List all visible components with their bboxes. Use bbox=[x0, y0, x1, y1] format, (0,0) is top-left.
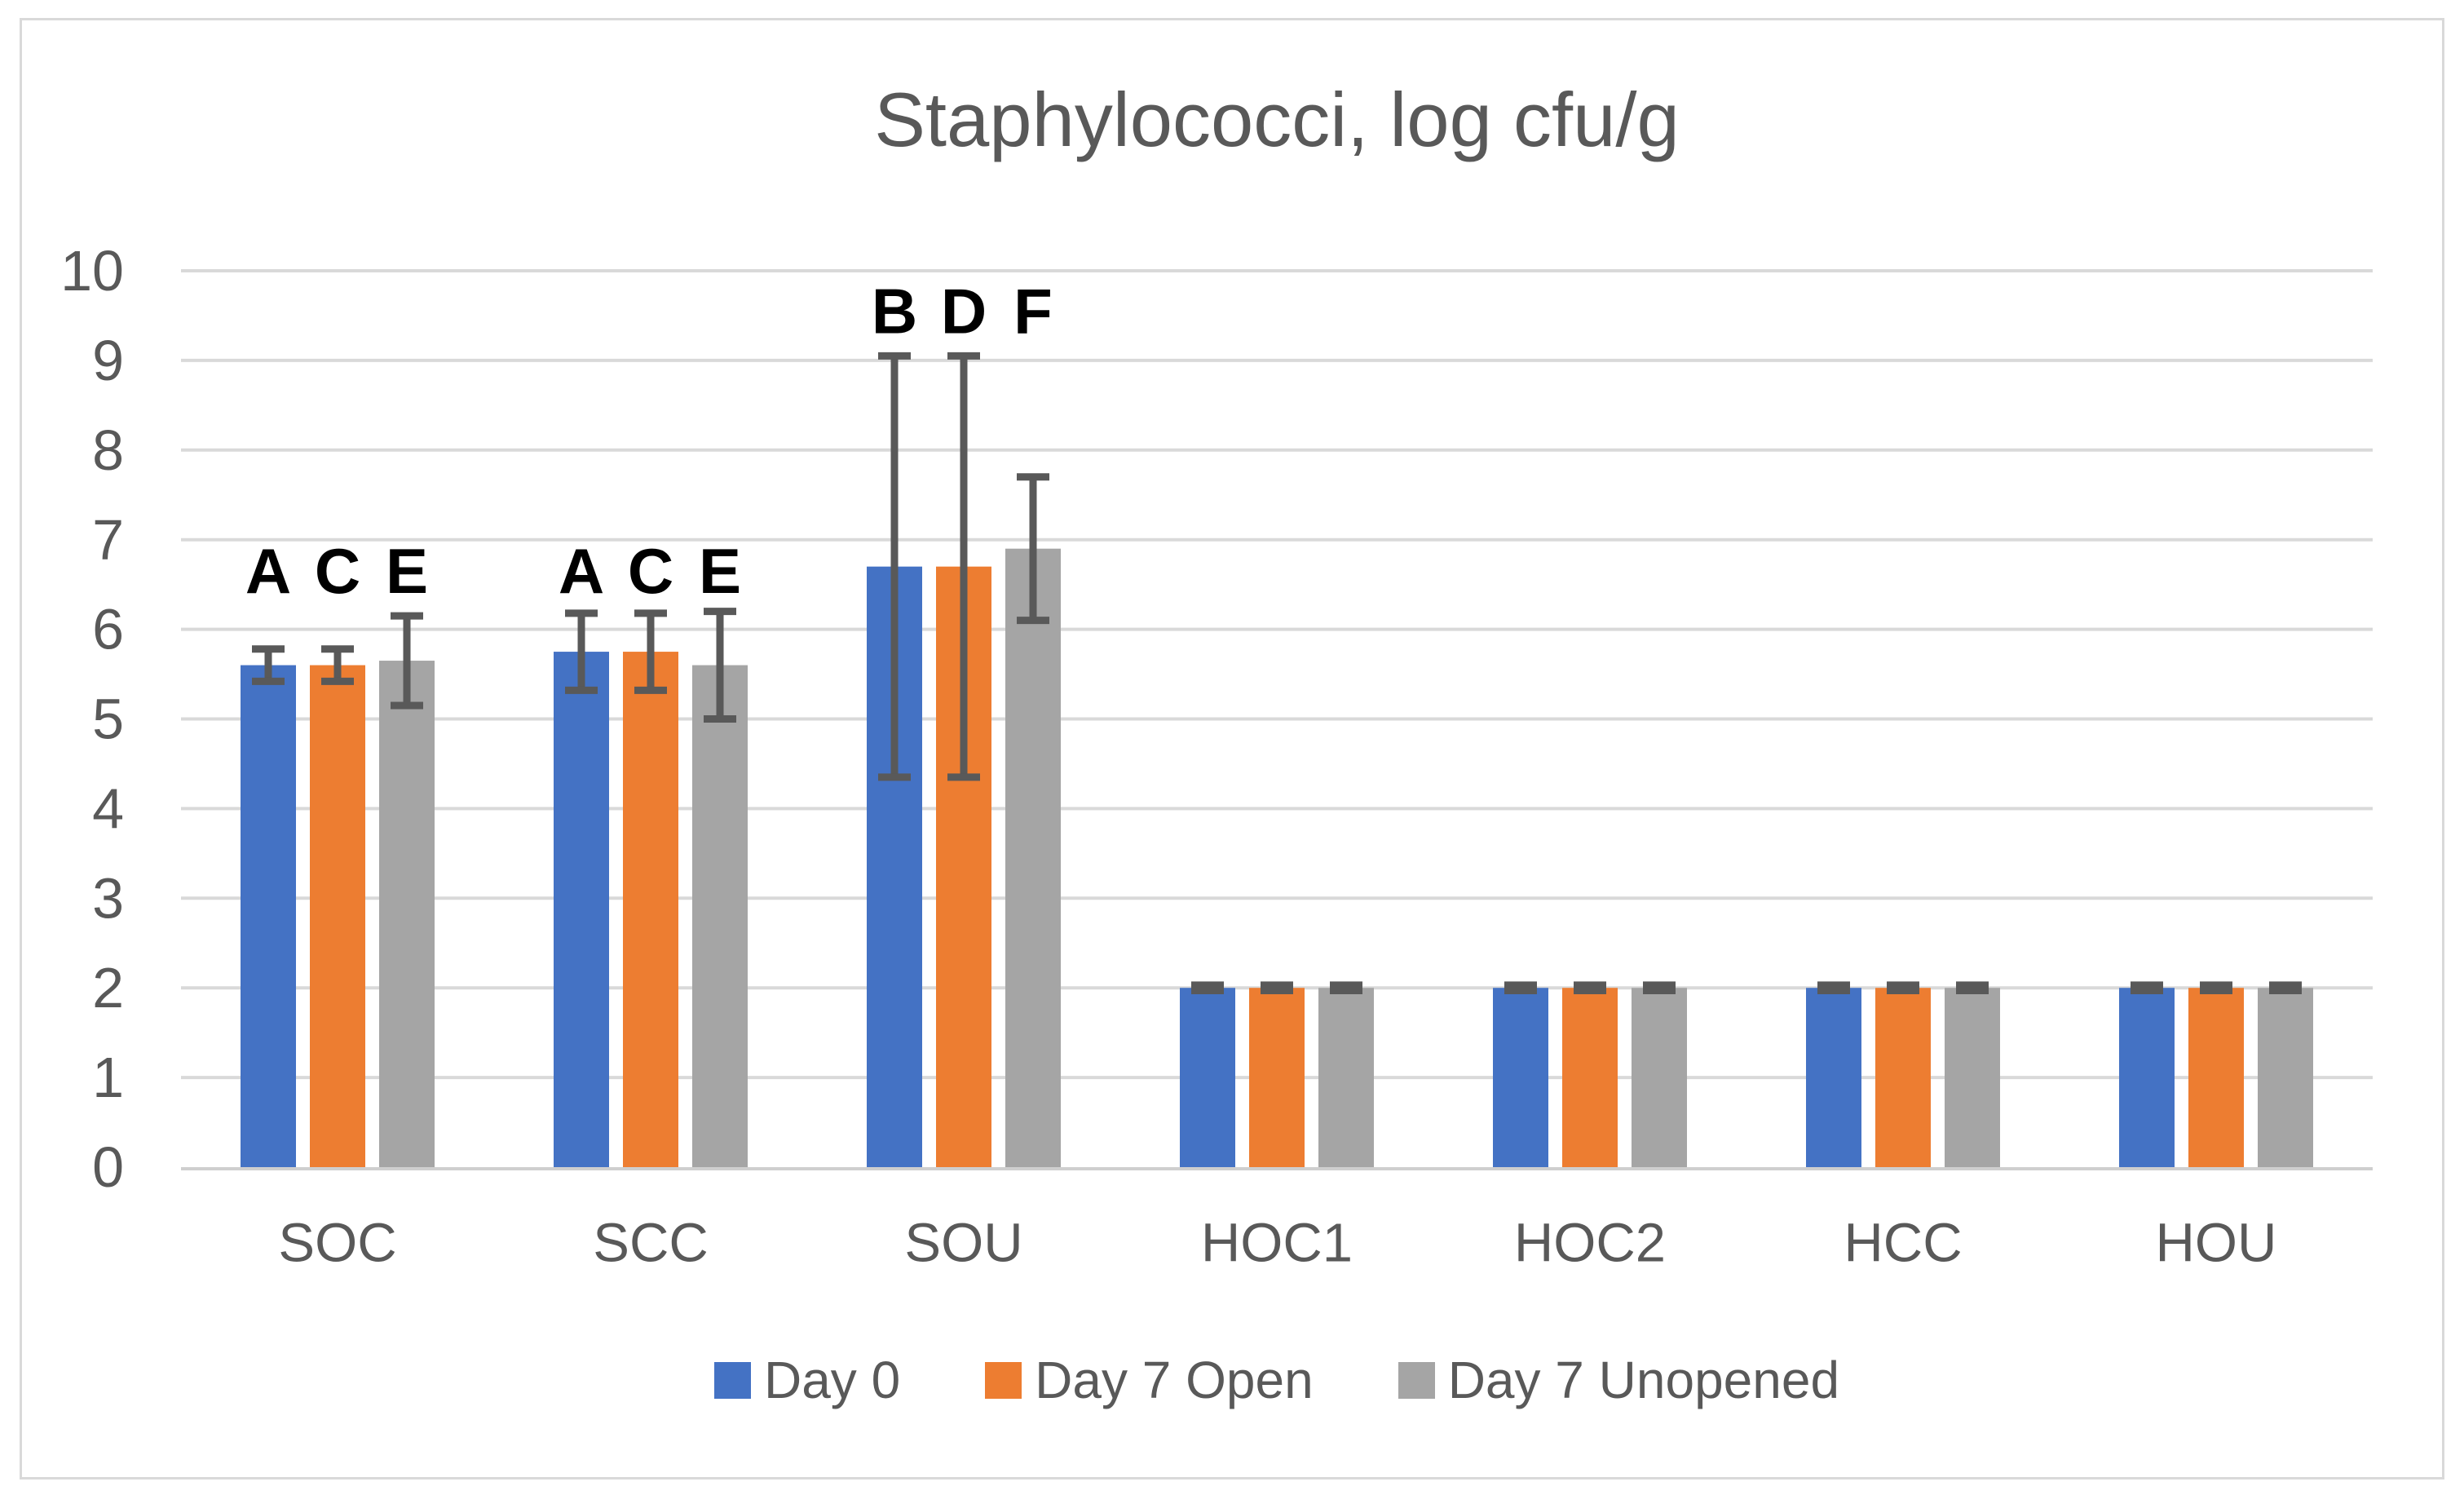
y-tick-label-10: 10 bbox=[60, 239, 124, 303]
y-tick-label-5: 5 bbox=[92, 688, 124, 751]
bar-day-7-open-scc bbox=[623, 652, 678, 1167]
legend-swatch-day-7-open bbox=[985, 1361, 1022, 1399]
bar-day-7-open-hoc2 bbox=[1562, 988, 1618, 1167]
annotation-letter-e-soc: E bbox=[386, 535, 428, 607]
bar-day-7-open-soc bbox=[310, 665, 365, 1167]
bar-day-0-hou bbox=[2119, 988, 2175, 1167]
bar-day-0-soc bbox=[241, 665, 296, 1167]
x-category-label-hcc: HCC bbox=[1844, 1213, 1962, 1274]
chart-title: Staphylococci, log cfu/g bbox=[874, 77, 1680, 162]
annotation-letter-a-scc: A bbox=[559, 535, 604, 607]
annotation-letter-c-scc: C bbox=[628, 535, 673, 607]
bar-day-7-unopened-hou bbox=[2258, 988, 2313, 1167]
bar-day-7-unopened-hoc2 bbox=[1632, 988, 1687, 1167]
y-tick-label-0: 0 bbox=[92, 1135, 124, 1199]
annotation-letter-f-sou: F bbox=[1013, 275, 1053, 347]
legend-label-day-7-unopened: Day 7 Unopened bbox=[1447, 1351, 1840, 1409]
bar-day-7-open-hcc bbox=[1875, 988, 1931, 1167]
legend: Day 0 Day 7 Open Day 7 Unopened bbox=[181, 1350, 2373, 1410]
x-category-label-hoc1: HOC1 bbox=[1201, 1213, 1353, 1274]
annotation-letter-d-sou: D bbox=[941, 275, 987, 347]
bar-day-7-unopened-hcc bbox=[1945, 988, 2000, 1167]
y-tick-label-6: 6 bbox=[92, 598, 124, 661]
legend-label-day-0: Day 0 bbox=[763, 1351, 901, 1409]
legend-swatch-day-7-unopened bbox=[1398, 1361, 1435, 1399]
x-category-label-hoc2: HOC2 bbox=[1514, 1213, 1666, 1274]
x-category-label-hou: HOU bbox=[2156, 1213, 2277, 1274]
bar-day-7-unopened-sou bbox=[1005, 548, 1061, 1167]
y-tick-label-7: 7 bbox=[92, 508, 124, 572]
y-tick-label-4: 4 bbox=[92, 776, 124, 840]
bar-day-0-scc bbox=[554, 652, 609, 1167]
annotation-letter-b-sou: B bbox=[872, 275, 917, 347]
bar-day-7-unopened-scc bbox=[692, 665, 748, 1167]
bar-day-7-open-hoc1 bbox=[1249, 988, 1305, 1167]
legend-item-day-7-unopened: Day 7 Unopened bbox=[1398, 1350, 1839, 1410]
legend-label-day-7-open: Day 7 Open bbox=[1035, 1351, 1314, 1409]
annotation-letter-a-soc: A bbox=[245, 535, 291, 607]
y-tick-label-1: 1 bbox=[92, 1046, 124, 1109]
bar-day-7-unopened-soc bbox=[379, 661, 435, 1167]
legend-swatch-day-0 bbox=[713, 1361, 751, 1399]
annotation-letter-c-soc: C bbox=[315, 535, 360, 607]
bar-day-0-hoc2 bbox=[1493, 988, 1548, 1167]
x-category-label-sou: SOU bbox=[904, 1213, 1022, 1274]
legend-item-day-0: Day 0 bbox=[713, 1350, 901, 1410]
x-category-label-soc: SOC bbox=[278, 1213, 396, 1274]
legend-item-day-7-open: Day 7 Open bbox=[985, 1350, 1314, 1410]
bar-day-7-open-hou bbox=[2188, 988, 2244, 1167]
y-tick-label-8: 8 bbox=[92, 418, 124, 482]
bar-day-7-unopened-hoc1 bbox=[1318, 988, 1374, 1167]
bar-day-0-hoc1 bbox=[1180, 988, 1235, 1167]
x-category-label-scc: SCC bbox=[593, 1213, 708, 1274]
y-tick-label-3: 3 bbox=[92, 866, 124, 930]
y-tick-label-9: 9 bbox=[92, 329, 124, 392]
bar-day-0-hcc bbox=[1806, 988, 1861, 1167]
annotation-letter-e-scc: E bbox=[699, 535, 741, 607]
y-tick-label-2: 2 bbox=[92, 956, 124, 1020]
